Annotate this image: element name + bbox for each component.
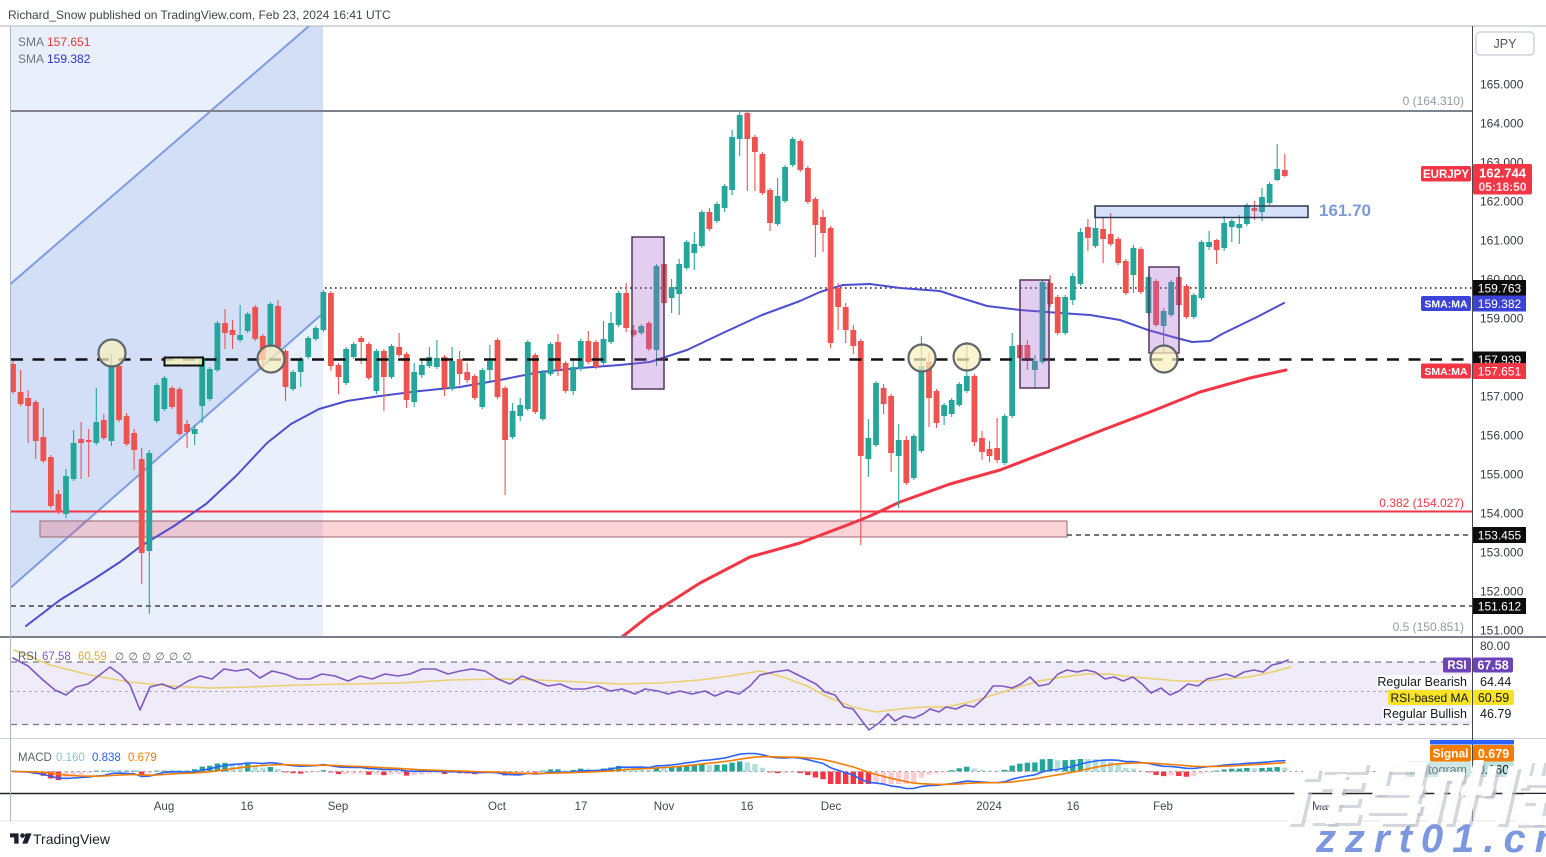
svg-text:153.000: 153.000 <box>1480 546 1524 560</box>
svg-text:162.744: 162.744 <box>1479 166 1527 181</box>
svg-text:SMA: SMA <box>18 35 44 49</box>
svg-text:157.000: 157.000 <box>1480 390 1524 404</box>
svg-text:∅: ∅ <box>129 651 138 663</box>
svg-text:0.838: 0.838 <box>92 752 121 764</box>
svg-text:159.382: 159.382 <box>47 52 91 66</box>
svg-text:67.58: 67.58 <box>42 651 71 663</box>
svg-text:SMA:MA: SMA:MA <box>1424 366 1468 378</box>
svg-text:80.00: 80.00 <box>1480 639 1510 653</box>
svg-text:Richard_Snow published on Trad: Richard_Snow published on TradingView.co… <box>8 8 391 22</box>
svg-text:155.000: 155.000 <box>1480 468 1524 482</box>
svg-text:161.70: 161.70 <box>1319 201 1371 220</box>
svg-text:SMA:MA: SMA:MA <box>1424 298 1468 310</box>
svg-text:RSI: RSI <box>1447 660 1466 672</box>
svg-text:∅: ∅ <box>156 651 165 663</box>
svg-text:JPY: JPY <box>1494 37 1518 51</box>
svg-text:16: 16 <box>1067 801 1080 813</box>
svg-text:Regular Bearish: Regular Bearish <box>1377 675 1467 689</box>
svg-text:162.000: 162.000 <box>1480 195 1524 209</box>
svg-text:64.44: 64.44 <box>1480 675 1511 689</box>
svg-text:16: 16 <box>241 801 254 813</box>
svg-text:165.000: 165.000 <box>1480 78 1524 92</box>
svg-text:zzrt01.cn: zzrt01.cn <box>1315 817 1546 857</box>
svg-text:152.000: 152.000 <box>1480 585 1524 599</box>
svg-text:∅: ∅ <box>142 651 151 663</box>
svg-text:0.382 (154.027): 0.382 (154.027) <box>1379 496 1464 510</box>
svg-text:157.651: 157.651 <box>47 35 91 49</box>
svg-text:Oct: Oct <box>488 801 507 813</box>
svg-text:161.000: 161.000 <box>1480 234 1524 248</box>
svg-text:0 (164.310): 0 (164.310) <box>1403 94 1464 108</box>
svg-text:∅: ∅ <box>169 651 178 663</box>
svg-text:151.000: 151.000 <box>1480 624 1524 638</box>
svg-text:154.000: 154.000 <box>1480 507 1524 521</box>
svg-text:46.79: 46.79 <box>1480 707 1511 721</box>
svg-text:Dec: Dec <box>821 801 842 813</box>
svg-text:RSI: RSI <box>18 651 37 663</box>
svg-text:Regular Bullish: Regular Bullish <box>1383 707 1467 721</box>
svg-text:0.5 (150.851): 0.5 (150.851) <box>1393 620 1464 634</box>
svg-text:0.679: 0.679 <box>1478 747 1509 761</box>
svg-text:Signal: Signal <box>1432 747 1468 761</box>
svg-text:60.59: 60.59 <box>78 651 107 663</box>
svg-text:0.160: 0.160 <box>56 752 85 764</box>
svg-text:157.651: 157.651 <box>1478 364 1522 378</box>
svg-text:153.455: 153.455 <box>1478 528 1522 542</box>
svg-text:05:18:50: 05:18:50 <box>1478 180 1526 194</box>
svg-text:164.000: 164.000 <box>1480 117 1524 131</box>
svg-text:RSI-based MA: RSI-based MA <box>1390 691 1468 705</box>
svg-text:156.000: 156.000 <box>1480 429 1524 443</box>
svg-text:17: 17 <box>575 801 588 813</box>
svg-text:TradingView: TradingView <box>33 831 111 847</box>
svg-text:67.58: 67.58 <box>1477 659 1508 673</box>
svg-text:∅: ∅ <box>183 651 192 663</box>
svg-text:159.000: 159.000 <box>1480 312 1524 326</box>
svg-text:159.763: 159.763 <box>1478 281 1522 295</box>
svg-text:60.59: 60.59 <box>1478 691 1509 705</box>
svg-text:2024: 2024 <box>976 801 1002 813</box>
svg-text:159.382: 159.382 <box>1478 297 1522 311</box>
svg-text:∅: ∅ <box>115 651 124 663</box>
svg-text:Nov: Nov <box>654 801 675 813</box>
svg-text:0.679: 0.679 <box>128 752 157 764</box>
svg-text:16: 16 <box>741 801 754 813</box>
svg-text:Feb: Feb <box>1153 801 1173 813</box>
svg-text:EURJPY: EURJPY <box>1423 169 1469 181</box>
svg-text:MACD: MACD <box>18 752 52 764</box>
svg-text:Sep: Sep <box>328 801 348 813</box>
svg-text:Aug: Aug <box>154 801 174 813</box>
svg-text:SMA: SMA <box>18 52 44 66</box>
svg-text:151.612: 151.612 <box>1478 599 1522 613</box>
